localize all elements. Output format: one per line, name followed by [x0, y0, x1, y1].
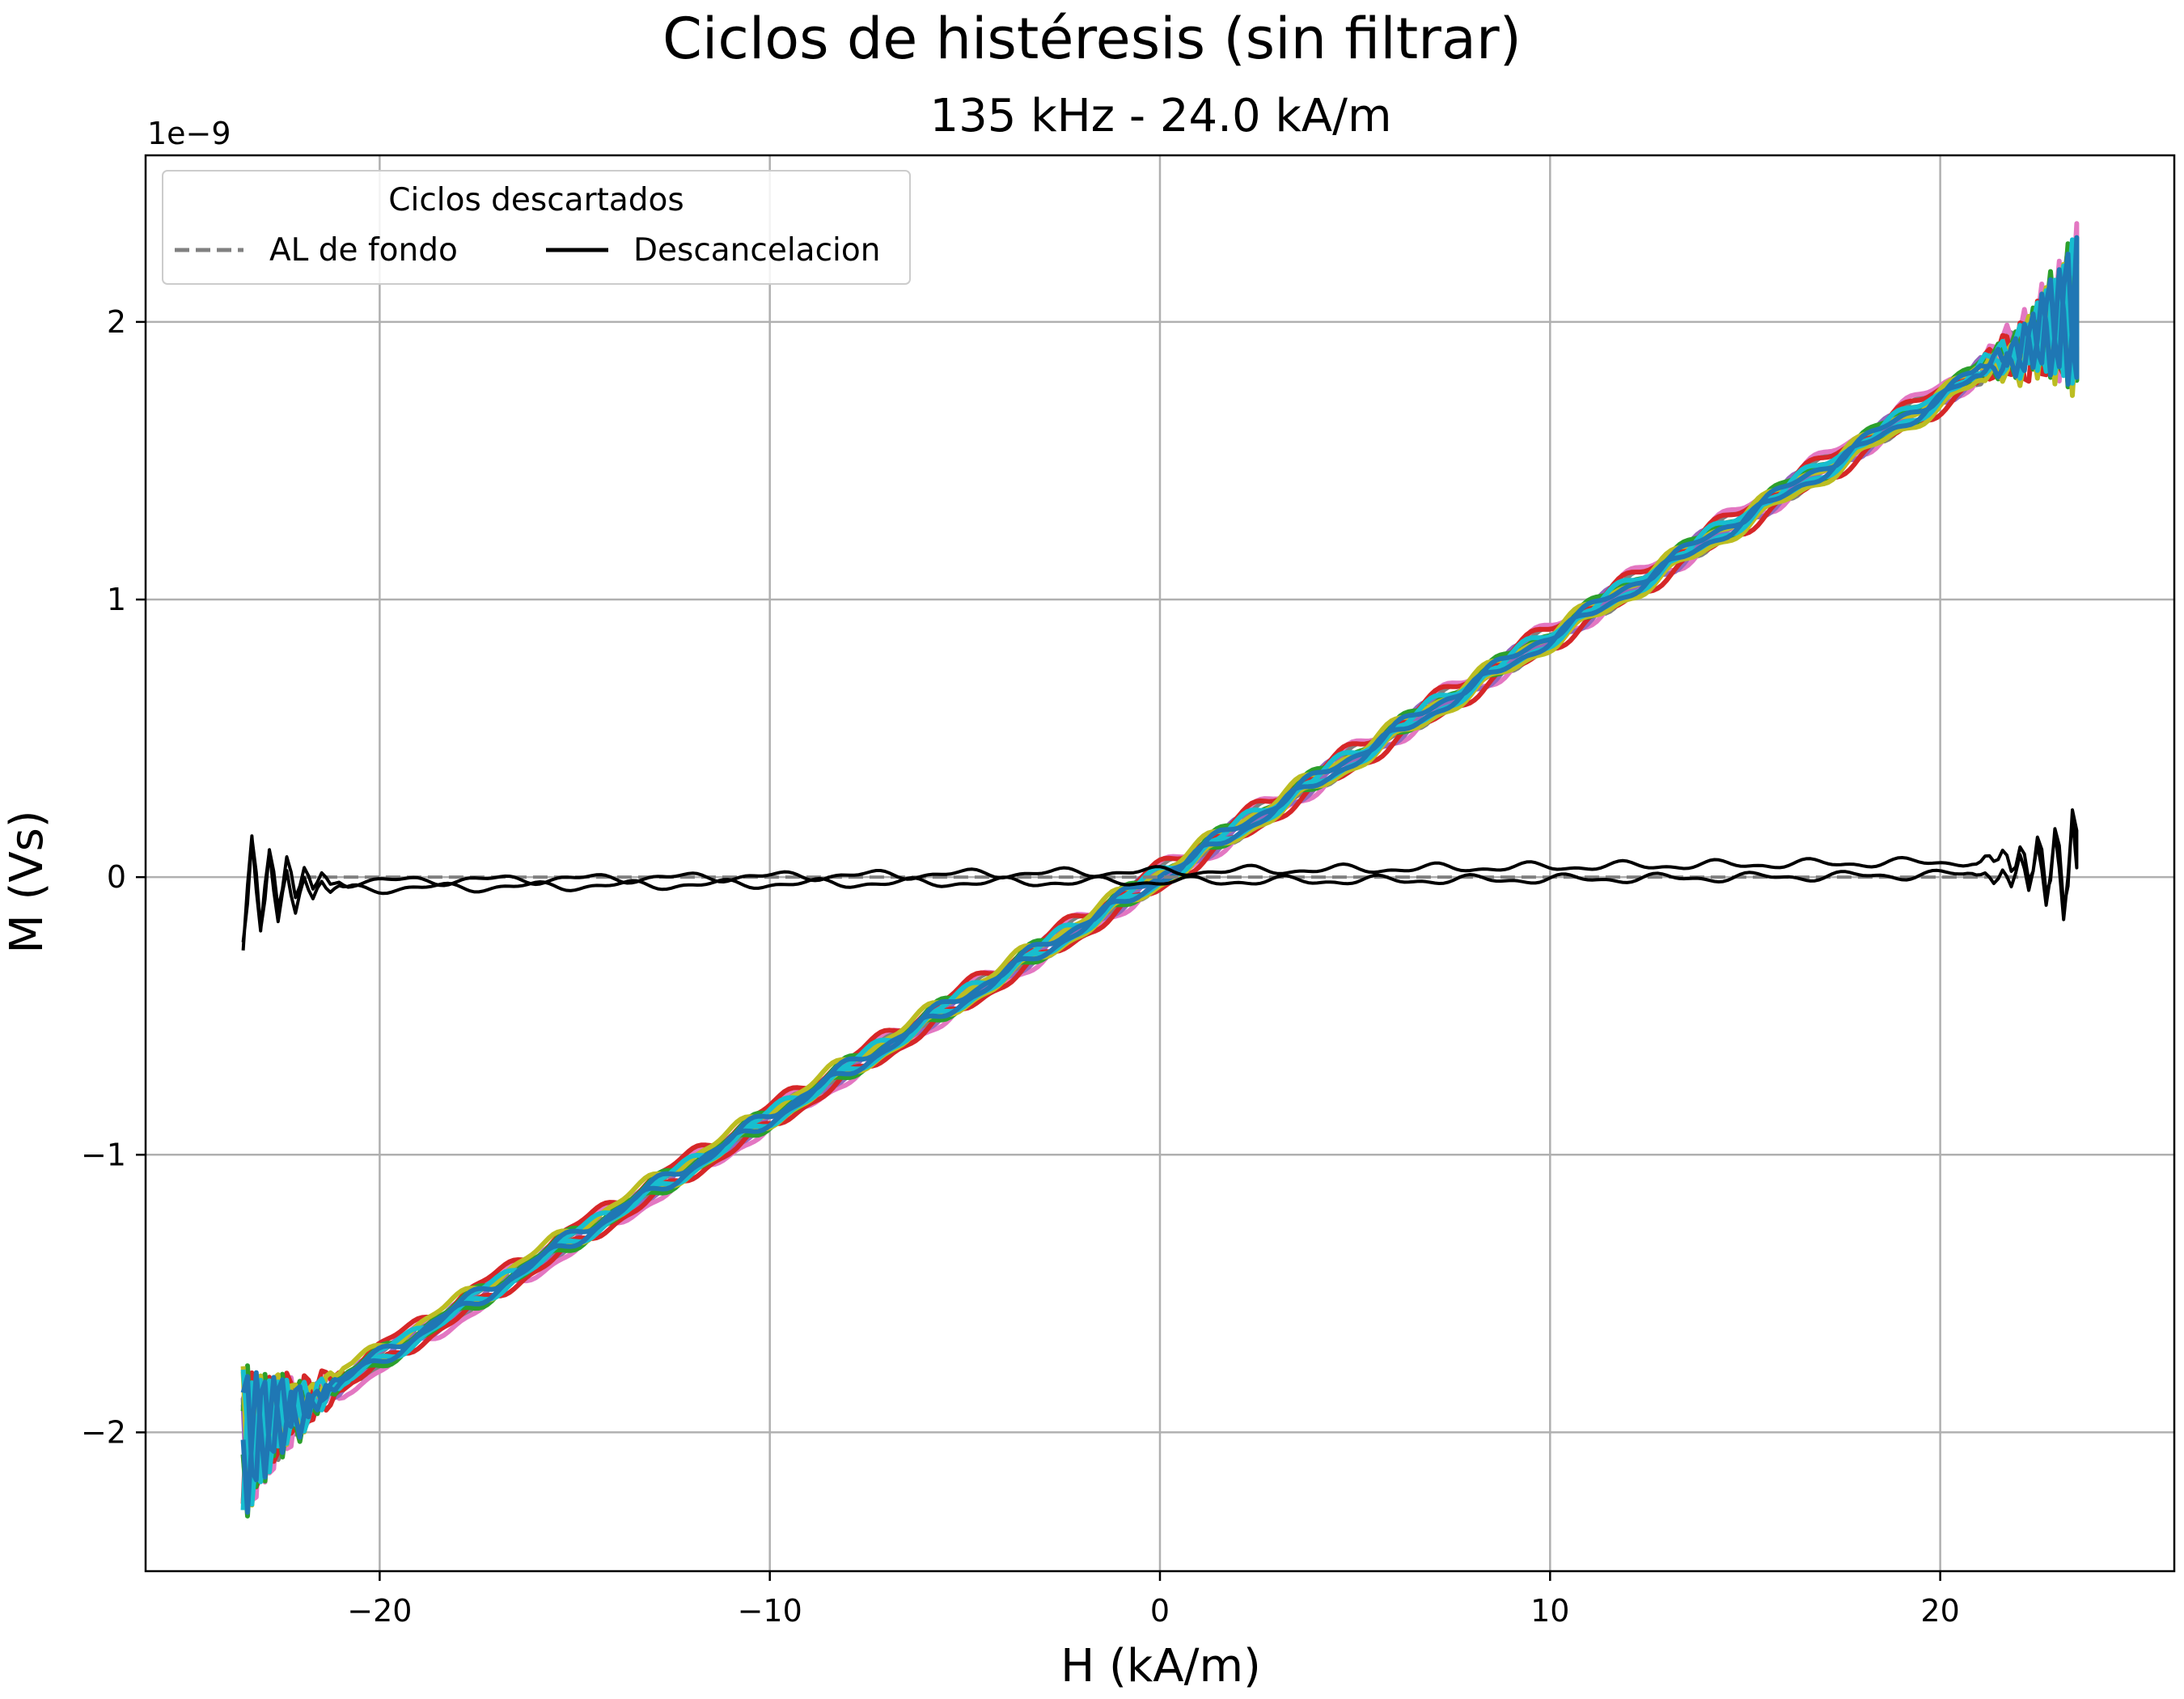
chart-title: Ciclos de histéresis (sin filtrar) — [662, 6, 1522, 72]
series-cycle-7 — [240, 235, 2080, 1515]
y-tick-label: 2 — [107, 304, 126, 340]
legend-label-background: AL de fondo — [269, 232, 458, 269]
x-tick-label: 20 — [1920, 1593, 1959, 1629]
legend-title: Ciclos descartados — [388, 182, 684, 218]
legend-box — [162, 170, 911, 285]
chart-subtitle: 135 kHz - 24.0 kA/m — [929, 90, 1391, 142]
series-descancelacion — [241, 808, 2079, 951]
legend: Ciclos descartados AL de fondo Descancel… — [162, 170, 911, 285]
x-tick-label: 10 — [1530, 1593, 1569, 1629]
x-axis-label: H (kA/m) — [1060, 1640, 1261, 1693]
x-tick-label: −20 — [347, 1593, 412, 1629]
y-tick-label: −2 — [81, 1414, 126, 1450]
y-tick-label: 0 — [107, 859, 126, 895]
x-tick-label: 0 — [1150, 1593, 1170, 1629]
y-axis-label: M (Vs) — [1, 810, 53, 953]
y-tick-label: −1 — [81, 1137, 126, 1172]
y-offset-text: 1e−9 — [147, 116, 231, 151]
legend-label-descancelacion: Descancelacion — [633, 232, 880, 269]
y-tick-label: 1 — [107, 582, 126, 617]
x-tick-label: −10 — [738, 1593, 802, 1629]
plot-series — [240, 221, 2080, 1519]
